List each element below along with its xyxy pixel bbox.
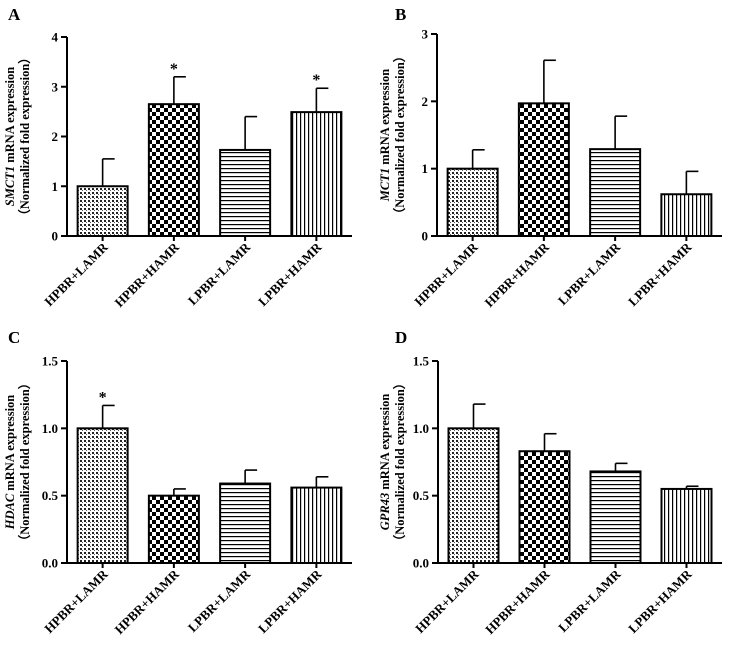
y-tick-label: 1 (422, 161, 429, 176)
bar (76, 427, 129, 565)
y-axis-label: MCT1 mRNA expression (378, 69, 392, 202)
y-tick-label: 3 (422, 27, 429, 42)
y-axis-label-suffix: mRNA expression (378, 394, 392, 493)
y-tick-label: 0.0 (42, 556, 58, 571)
panel-letter: D (395, 328, 407, 347)
y-axis-gene-name: HDAC (3, 493, 17, 530)
x-category-label: HPBR+LAMR (41, 566, 111, 636)
y-axis-label-suffix: mRNA expression (378, 69, 392, 168)
y-tick-label: 3 (52, 79, 59, 94)
y-axis-label-line2: （Normalized fold expression） (17, 377, 32, 548)
x-category-label: HPBR+LAMR (41, 239, 111, 309)
y-axis-label-line2: （Normalized fold expression） (392, 50, 407, 221)
bar (219, 482, 272, 564)
y-axis-label-line2: （Normalized fold expression） (392, 377, 407, 548)
x-category-label: LPBR+LAMR (555, 239, 624, 308)
chart-panel-a: A SMCT1 mRNA expression （Normalized fold e… (3, 5, 352, 310)
y-axis-label-suffix: mRNA expression (3, 67, 17, 166)
x-category-label: HPBR+HAMR (482, 566, 553, 637)
bar (589, 148, 642, 237)
y-axis-label-suffix: mRNA expression (3, 395, 17, 494)
chart-panel-d: D GPR43 mRNA expression （Normalized fold e… (378, 328, 722, 637)
significance-marker: * (312, 72, 320, 89)
y-tick-label: 0.5 (42, 488, 59, 503)
bar (147, 494, 200, 564)
y-tick-label: 2 (52, 129, 59, 144)
bar (290, 111, 343, 237)
y-tick-label: 0.0 (413, 556, 429, 571)
chart-panel-c: C HDAC mRNA expression （Normalized fold ex… (3, 328, 352, 637)
y-tick-label: 0 (422, 229, 429, 244)
y-tick-label: 2 (422, 94, 429, 109)
bar (589, 470, 642, 564)
x-category-label: LPBR+LAMR (555, 566, 624, 635)
y-tick-label: 1 (52, 179, 59, 194)
x-category-label: LPBR+LAMR (185, 239, 254, 308)
x-category-label: LPBR+LAMR (185, 566, 254, 635)
bar (76, 185, 129, 237)
panel-letter: A (8, 5, 21, 24)
x-category-label: LPBR+HAMR (255, 239, 325, 309)
significance-marker: * (170, 61, 178, 78)
x-category-label: HPBR+HAMR (112, 239, 183, 310)
bar (518, 450, 571, 564)
panel-letter: B (395, 5, 406, 24)
y-axis-label: HDAC mRNA expression (3, 395, 17, 531)
bar (660, 193, 713, 237)
bar (290, 486, 343, 564)
y-axis-gene-name: SMCT1 (3, 166, 17, 206)
x-category-label: HPBR+LAMR (412, 566, 482, 636)
y-tick-label: 1.0 (42, 421, 58, 436)
y-axis-label: GPR43 mRNA expression (378, 394, 392, 531)
y-tick-label: 1.5 (413, 354, 430, 369)
x-category-label: LPBR+HAMR (255, 566, 325, 636)
x-category-label: LPBR+HAMR (625, 566, 695, 636)
y-tick-label: 4 (52, 30, 59, 45)
x-category-label: HPBR+HAMR (112, 566, 183, 637)
bar (446, 167, 499, 238)
y-tick-label: 1.0 (413, 421, 429, 436)
bar (147, 103, 200, 237)
x-category-label: HPBR+HAMR (482, 239, 553, 310)
y-tick-label: 0 (52, 229, 59, 244)
y-axis-gene-name: GPR43 (378, 493, 392, 531)
bar (517, 102, 570, 237)
y-tick-label: 0.5 (413, 488, 430, 503)
bar (660, 487, 713, 564)
y-axis-label-line2: （Normalized fold expression） (17, 51, 32, 222)
chart-panel-b: B MCT1 mRNA expression （Normalized fold ex… (378, 5, 722, 310)
x-category-label: HPBR+LAMR (411, 239, 481, 309)
y-tick-label: 1.5 (42, 354, 59, 369)
panel-letter: C (8, 328, 20, 347)
y-axis-gene-name: MCT1 (378, 168, 392, 202)
significance-marker: * (99, 389, 107, 406)
x-category-label: LPBR+HAMR (625, 239, 695, 309)
bar (219, 148, 272, 237)
y-axis-label: SMCT1 mRNA expression (3, 67, 17, 206)
bar (447, 427, 500, 565)
